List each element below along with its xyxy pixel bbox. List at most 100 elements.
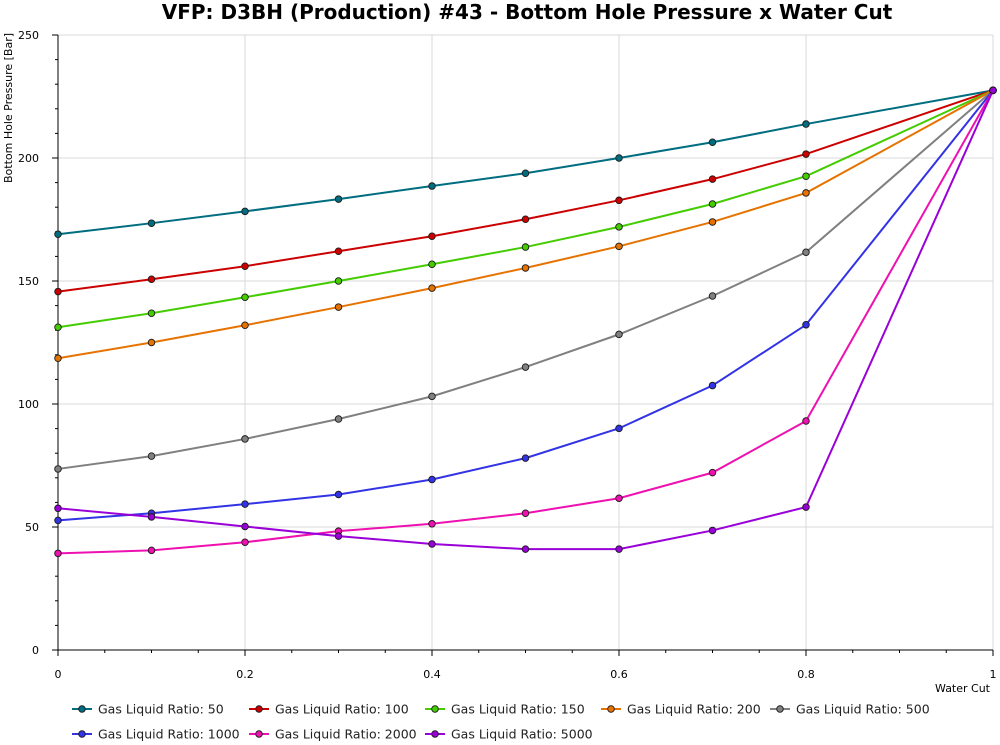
data-point <box>615 223 623 231</box>
x-axis-label: Water Cut <box>935 682 991 695</box>
data-point <box>428 260 436 269</box>
x-tick-label: 0 <box>55 668 62 681</box>
data-point <box>54 287 62 296</box>
data-point <box>615 545 623 553</box>
series-layer <box>54 86 997 558</box>
data-point <box>241 435 249 443</box>
legend-swatch-marker <box>255 705 263 713</box>
x-tick-label: 0.2 <box>236 668 254 681</box>
legend-item: Gas Liquid Ratio: 50 <box>72 702 224 717</box>
grid <box>57 34 994 651</box>
data-point <box>708 292 717 300</box>
data-point <box>521 545 530 553</box>
data-point <box>428 284 436 292</box>
legend-swatch-marker <box>431 705 439 713</box>
series-line <box>57 89 994 555</box>
data-point <box>428 232 436 240</box>
y-tick-label: 100 <box>18 398 39 411</box>
legend-swatch-marker <box>776 705 784 713</box>
data-point <box>428 520 436 528</box>
series-line <box>57 89 994 522</box>
data-point <box>241 321 249 330</box>
data-point <box>334 303 343 311</box>
data-point <box>428 182 436 190</box>
legend-item: Gas Liquid Ratio: 2000 <box>249 727 417 742</box>
data-point <box>615 494 623 502</box>
legend-swatch-marker <box>431 730 439 738</box>
data-point <box>334 195 343 203</box>
data-point <box>708 175 717 183</box>
data-point <box>147 546 156 555</box>
data-point <box>615 330 623 339</box>
series-group <box>54 86 997 362</box>
data-point <box>241 207 249 216</box>
data-point <box>334 277 343 285</box>
series-line <box>57 89 994 360</box>
data-point <box>334 532 343 540</box>
data-point <box>802 417 810 425</box>
data-point <box>802 150 810 158</box>
data-point <box>708 468 717 477</box>
data-point <box>615 242 623 251</box>
legend-item: Gas Liquid Ratio: 200 <box>601 702 761 717</box>
data-point <box>802 503 810 511</box>
legend-item: Gas Liquid Ratio: 1000 <box>72 727 240 742</box>
data-point <box>54 323 62 331</box>
y-tick-label: 250 <box>18 29 39 42</box>
legend-label: Gas Liquid Ratio: 5000 <box>451 727 593 742</box>
data-point <box>615 196 623 205</box>
data-point <box>334 247 343 255</box>
data-point <box>708 526 717 535</box>
series-line <box>57 89 994 329</box>
y-tick-label: 150 <box>18 275 39 288</box>
series-line <box>57 89 994 236</box>
data-point <box>54 230 62 239</box>
data-point <box>521 363 530 371</box>
data-point <box>147 275 156 284</box>
legend-item: Gas Liquid Ratio: 500 <box>770 702 930 717</box>
legend-swatch-marker <box>78 705 86 713</box>
data-point <box>708 200 717 208</box>
series-group <box>54 86 997 553</box>
data-point <box>54 549 62 558</box>
legend-item: Gas Liquid Ratio: 150 <box>425 702 585 717</box>
data-point <box>147 219 156 227</box>
data-point <box>428 540 436 548</box>
data-point <box>54 504 62 513</box>
x-tick-label: 0.4 <box>423 668 441 681</box>
legend-label: Gas Liquid Ratio: 50 <box>98 702 224 717</box>
legend-swatch-marker <box>78 730 86 738</box>
legend-label: Gas Liquid Ratio: 2000 <box>275 727 417 742</box>
axes: 0 0.2 0.4 0.6 0.8 1 0 50 100 150 200 250 <box>18 29 997 681</box>
x-tick-label: 0.8 <box>797 668 815 681</box>
series-line <box>57 89 994 551</box>
chart-title: VFP: D3BH (Production) #43 - Bottom Hole… <box>162 0 893 24</box>
data-point <box>241 262 249 270</box>
legend: Gas Liquid Ratio: 50 Gas Liquid Ratio: 10… <box>72 702 930 742</box>
data-point <box>802 189 810 197</box>
series-line <box>57 89 994 293</box>
data-point <box>334 490 343 499</box>
y-tick-label: 50 <box>25 521 39 534</box>
data-point <box>147 452 156 460</box>
series-line <box>57 89 994 470</box>
legend-swatch-marker <box>607 705 615 713</box>
data-point <box>147 513 156 521</box>
legend-item: Gas Liquid Ratio: 100 <box>249 702 409 717</box>
series-group <box>54 86 997 239</box>
y-tick-label: 0 <box>32 644 39 657</box>
data-point <box>989 86 997 95</box>
data-point <box>241 500 249 508</box>
data-point <box>54 465 62 473</box>
y-tick-label: 200 <box>18 152 39 165</box>
data-point <box>615 424 623 433</box>
data-point <box>428 392 436 401</box>
data-point <box>521 509 530 517</box>
data-point <box>708 218 717 226</box>
data-point <box>708 381 717 390</box>
legend-label: Gas Liquid Ratio: 100 <box>275 702 409 717</box>
data-point <box>802 321 810 329</box>
data-point <box>54 516 62 525</box>
